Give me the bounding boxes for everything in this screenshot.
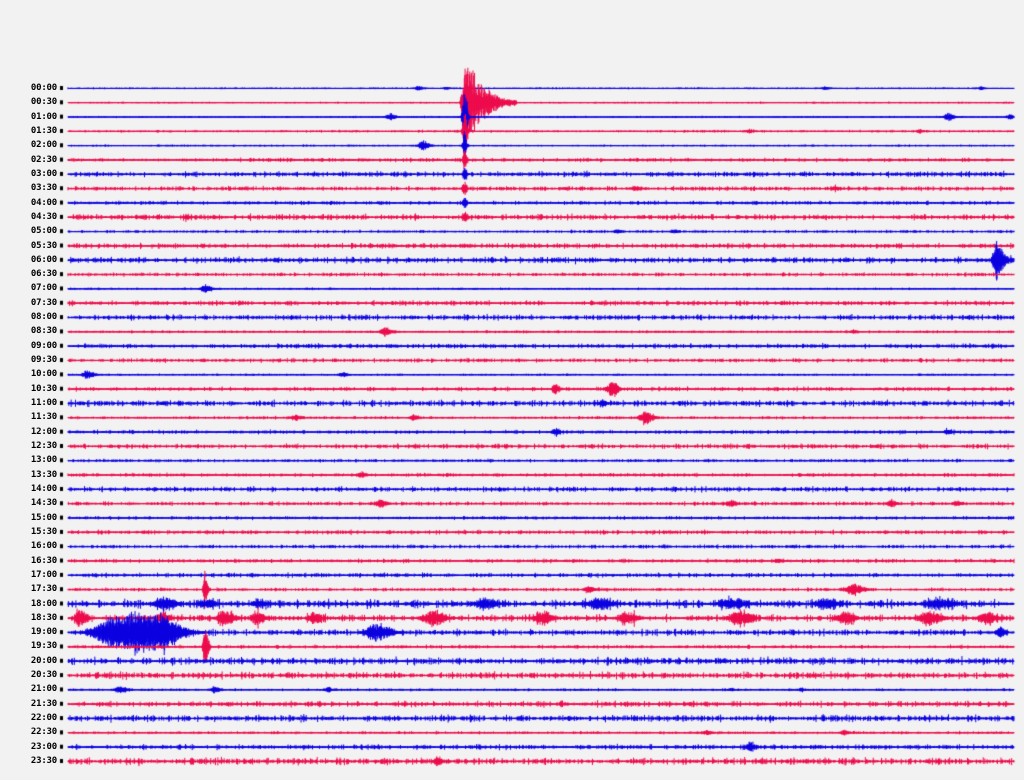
seismogram-canvas: [0, 0, 1024, 780]
helicorder-page: HA Markates 2025-05-25 Applied filter: W…: [0, 0, 1024, 780]
